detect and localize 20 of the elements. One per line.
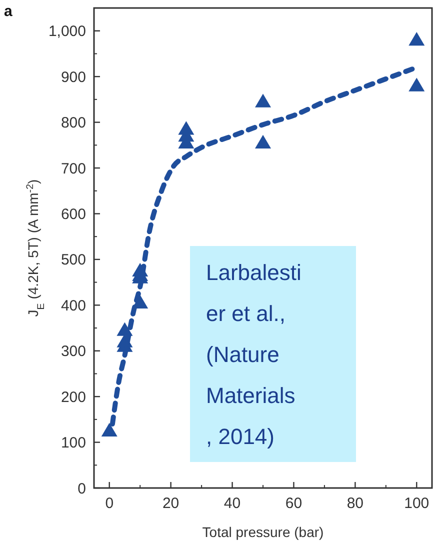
annotation: Larbalesti er et al., (Nature Materials , 2014)	[206, 260, 302, 449]
x-tick-label: 100	[404, 495, 430, 512]
y-tick-label: 700	[60, 160, 86, 178]
y-tick-label: 500	[60, 252, 86, 269]
y-tick-label: 100	[60, 434, 86, 452]
y-tick-label: 600	[60, 206, 86, 223]
y-tick-label: 400	[60, 297, 86, 314]
x-axis-title: Total pressure (bar)	[202, 524, 324, 540]
x-tick-label: 40	[224, 495, 241, 512]
y-tick-label: 900	[60, 68, 86, 86]
text: a	[4, 3, 13, 20]
y-tick-label: 1,000	[48, 23, 86, 40]
x-tick-label: 0	[105, 495, 114, 512]
y-tick-label: 200	[60, 388, 86, 406]
x-tick-label: 80	[346, 495, 364, 512]
y-tick-label: 0	[78, 480, 86, 498]
y-tick-label: 800	[60, 114, 86, 132]
x-tick-label: 60	[285, 495, 302, 512]
y-tick-label: 300	[60, 343, 86, 360]
x-tick-label: 20	[162, 495, 180, 512]
